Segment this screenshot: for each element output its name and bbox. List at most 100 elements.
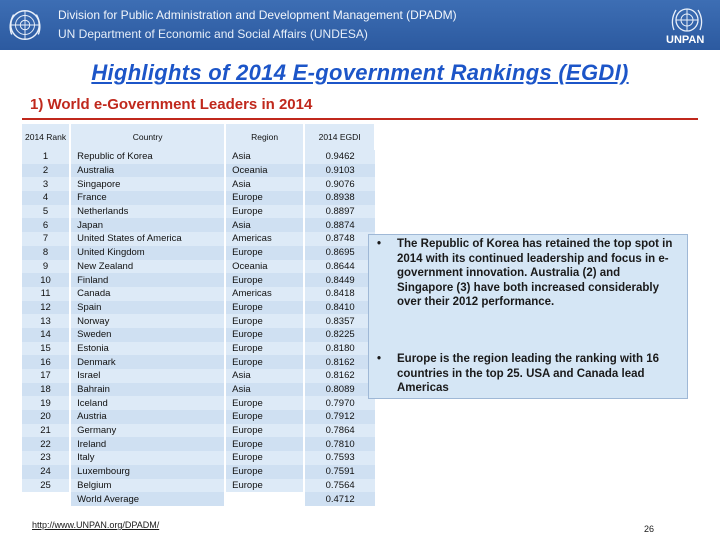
table-row: 7 United States of America Americas 0.8748 <box>22 232 376 246</box>
region-cell: Americas <box>225 232 306 246</box>
region-cell: Europe <box>225 437 306 452</box>
egdi-cell: 0.7912 <box>304 410 376 424</box>
region-cell: Europe <box>225 341 306 356</box>
table-row: 1 Republic of Korea Asia 0.9462 <box>22 150 376 164</box>
rank-cell: 9 <box>22 259 72 274</box>
highlights-box: • The Republic of Korea has retained the… <box>368 234 688 399</box>
egdi-cell: 0.8089 <box>304 382 376 397</box>
egdi-cell: 0.7564 <box>304 478 376 493</box>
table-row: 10 Finland Europe 0.8449 <box>22 273 376 287</box>
country-cell: Luxembourg <box>70 464 227 479</box>
country-cell: Canada <box>70 286 227 301</box>
rank-cell: 3 <box>22 177 72 192</box>
table-row: 18 Bahrain Asia 0.8089 <box>22 382 376 397</box>
region-cell: Europe <box>225 314 306 328</box>
section-subtitle: 1) World e-Government Leaders in 2014 <box>30 96 313 113</box>
rank-cell: 19 <box>22 396 72 411</box>
header-line-2: UN Department of Economic and Social Aff… <box>58 27 368 41</box>
country-cell: Republic of Korea <box>70 150 227 164</box>
footer-link[interactable]: http://www.UNPAN.org/DPADM/ <box>32 520 160 530</box>
country-cell: Germany <box>70 423 227 438</box>
page-number: 26 <box>644 524 655 534</box>
rank-cell: 16 <box>22 355 72 369</box>
rank-cell: 7 <box>22 232 72 246</box>
rank-cell: 25 <box>22 478 72 493</box>
egdi-cell: 0.7864 <box>304 423 376 438</box>
region-cell: Europe <box>225 423 306 438</box>
country-cell: Bahrain <box>70 382 227 397</box>
egdi-cell: 0.8695 <box>304 245 376 260</box>
table-row: 19 Iceland Europe 0.7970 <box>22 396 376 411</box>
country-cell: Italy <box>70 451 227 465</box>
country-cell: Singapore <box>70 177 227 192</box>
region-cell: Oceania <box>225 259 306 274</box>
table-row: 15 Estonia Europe 0.8180 <box>22 341 376 356</box>
egdi-cell: 0.8418 <box>304 286 376 301</box>
unpan-logo-text: UNPAN <box>666 34 705 46</box>
country-cell: Israel <box>70 369 227 383</box>
table-row: 3 Singapore Asia 0.9076 <box>22 177 376 192</box>
rank-cell: 12 <box>22 300 72 315</box>
table-row: 22 Ireland Europe 0.7810 <box>22 437 376 452</box>
table-row: 8 United Kingdom Europe 0.8695 <box>22 245 376 260</box>
country-cell: Spain <box>70 300 227 315</box>
rank-cell: 13 <box>22 314 72 328</box>
table-header-row: 2014 Rank Country Region 2014 EGDI <box>22 124 377 150</box>
table-row: 24 Luxembourg Europe 0.7591 <box>22 464 376 479</box>
region-cell: Europe <box>225 478 306 493</box>
region-cell: Europe <box>225 191 306 205</box>
country-cell: Austria <box>70 410 227 424</box>
un-emblem-icon <box>9 10 41 40</box>
average-label: World Average <box>70 492 227 506</box>
country-cell: France <box>70 191 227 205</box>
bullet-text-korea: The Republic of Korea has retained the t… <box>397 238 673 308</box>
country-cell: Netherlands <box>70 204 227 219</box>
rank-cell: 24 <box>22 464 72 479</box>
egdi-cell: 0.7810 <box>304 437 376 452</box>
table-row: 25 Belgium Europe 0.7564 <box>22 478 376 493</box>
egdi-cell: 0.8162 <box>304 369 376 383</box>
egdi-cell: 0.8162 <box>304 355 376 369</box>
egdi-cell: 0.8644 <box>304 259 376 274</box>
header-egdi: 2014 EGDI <box>304 124 377 150</box>
header-rank: 2014 Rank <box>22 124 72 150</box>
region-cell: Asia <box>225 150 306 164</box>
region-cell: Europe <box>225 273 306 287</box>
rank-cell: 2 <box>22 163 72 178</box>
table-row: 16 Denmark Europe 0.8162 <box>22 355 376 369</box>
rank-cell: 20 <box>22 410 72 424</box>
egdi-cell: 0.8874 <box>304 218 376 233</box>
country-cell: Denmark <box>70 355 227 369</box>
table-row: 2 Australia Oceania 0.9103 <box>22 163 376 178</box>
rank-cell: 15 <box>22 341 72 356</box>
table-row: 20 Austria Europe 0.7912 <box>22 410 376 424</box>
egdi-cell: 0.7593 <box>304 451 376 465</box>
egdi-cell: 0.9462 <box>304 150 376 164</box>
rank-cell: 21 <box>22 423 72 438</box>
egdi-cell: 0.9103 <box>304 163 376 178</box>
header-banner: Division for Public Administration and D… <box>0 0 720 50</box>
region-cell: Asia <box>225 369 306 383</box>
rank-cell: 14 <box>22 327 72 342</box>
table-row: 5 Netherlands Europe 0.8897 <box>22 204 376 219</box>
country-cell: United States of America <box>70 232 227 246</box>
table-row: 14 Sweden Europe 0.8225 <box>22 327 376 342</box>
region-cell: Europe <box>225 451 306 465</box>
egdi-cell: 0.8748 <box>304 232 376 246</box>
region-cell: Americas <box>225 286 306 301</box>
egdi-cell: 0.8225 <box>304 327 376 342</box>
rank-cell: 18 <box>22 382 72 397</box>
bullet-text-europe: Europe is the region leading the ranking… <box>397 353 659 394</box>
region-cell: Europe <box>225 355 306 369</box>
rank-cell: 4 <box>22 191 72 205</box>
region-cell: Europe <box>225 327 306 342</box>
rank-cell: 23 <box>22 451 72 465</box>
egdi-cell: 0.8938 <box>304 191 376 205</box>
egdi-cell: 0.8449 <box>304 273 376 287</box>
country-cell: Norway <box>70 314 227 328</box>
bullet-marker: • <box>377 353 382 365</box>
table-row: 9 New Zealand Oceania 0.8644 <box>22 259 376 274</box>
table-row: 11 Canada Americas 0.8418 <box>22 286 376 301</box>
egdi-cell: 0.8410 <box>304 300 376 315</box>
country-cell: Estonia <box>70 341 227 356</box>
